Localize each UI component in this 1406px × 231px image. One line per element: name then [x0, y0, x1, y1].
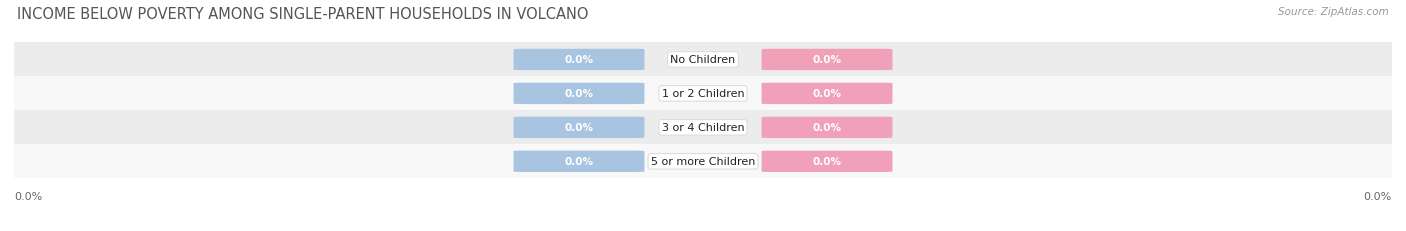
Bar	[14, 145, 1392, 179]
Text: 0.0%: 0.0%	[813, 55, 842, 65]
Text: INCOME BELOW POVERTY AMONG SINGLE-PARENT HOUSEHOLDS IN VOLCANO: INCOME BELOW POVERTY AMONG SINGLE-PARENT…	[17, 7, 588, 22]
Text: Source: ZipAtlas.com: Source: ZipAtlas.com	[1278, 7, 1389, 17]
Bar	[14, 111, 1392, 145]
Text: 3 or 4 Children: 3 or 4 Children	[662, 123, 744, 133]
FancyBboxPatch shape	[513, 117, 644, 138]
Text: 0.0%: 0.0%	[564, 123, 593, 133]
FancyBboxPatch shape	[762, 83, 893, 105]
Text: 0.0%: 0.0%	[564, 89, 593, 99]
Text: 0.0%: 0.0%	[564, 55, 593, 65]
FancyBboxPatch shape	[513, 151, 644, 172]
FancyBboxPatch shape	[513, 83, 644, 105]
Text: 0.0%: 0.0%	[813, 89, 842, 99]
Bar	[14, 43, 1392, 77]
Text: 0.0%: 0.0%	[813, 123, 842, 133]
FancyBboxPatch shape	[762, 49, 893, 71]
Text: 0.0%: 0.0%	[1364, 191, 1392, 201]
FancyBboxPatch shape	[762, 117, 893, 138]
FancyBboxPatch shape	[513, 49, 644, 71]
Text: 1 or 2 Children: 1 or 2 Children	[662, 89, 744, 99]
Bar	[14, 77, 1392, 111]
FancyBboxPatch shape	[762, 151, 893, 172]
Text: 5 or more Children: 5 or more Children	[651, 157, 755, 167]
Text: 0.0%: 0.0%	[564, 157, 593, 167]
Text: 0.0%: 0.0%	[813, 157, 842, 167]
Text: 0.0%: 0.0%	[14, 191, 42, 201]
Text: No Children: No Children	[671, 55, 735, 65]
